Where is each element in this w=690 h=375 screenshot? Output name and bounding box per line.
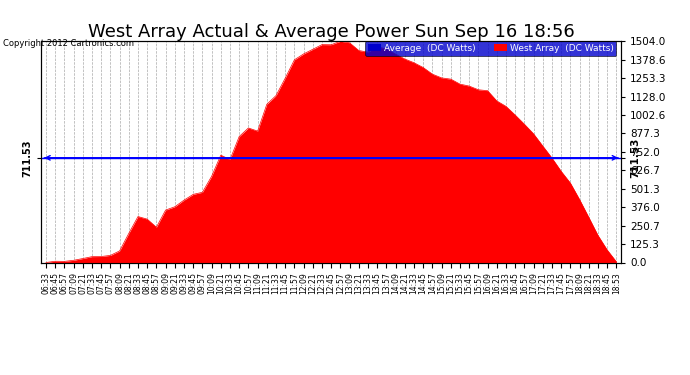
Title: West Array Actual & Average Power Sun Sep 16 18:56: West Array Actual & Average Power Sun Se…	[88, 23, 575, 41]
Text: Copyright 2012 Cartronics.com: Copyright 2012 Cartronics.com	[3, 39, 135, 48]
Legend: Average  (DC Watts), West Array  (DC Watts): Average (DC Watts), West Array (DC Watts…	[365, 41, 616, 56]
